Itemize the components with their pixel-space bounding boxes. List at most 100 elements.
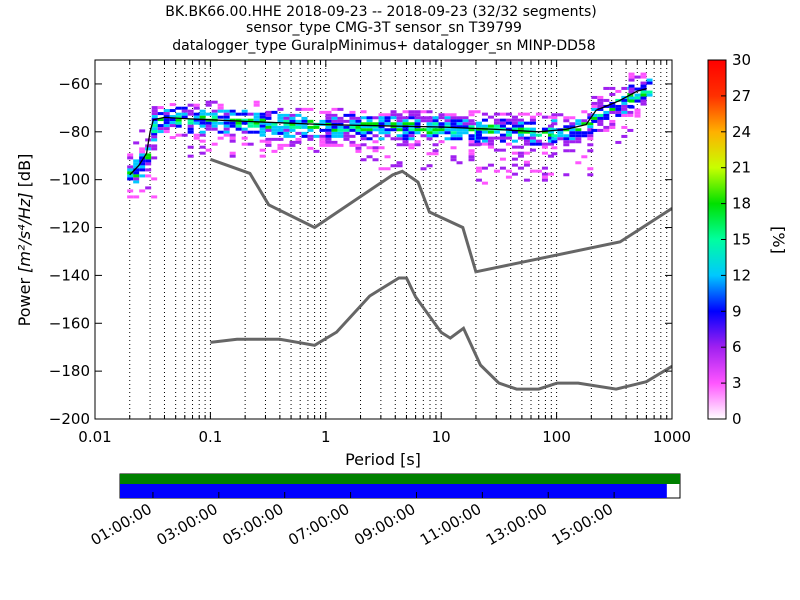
histogram-cell bbox=[295, 107, 302, 111]
histogram-cell bbox=[529, 127, 536, 131]
histogram-cell bbox=[468, 113, 475, 117]
title-line-2: sensor_type CMG-3T sensor_sn T39799 bbox=[246, 20, 522, 36]
histogram-cell bbox=[529, 121, 536, 125]
histogram-cell bbox=[139, 156, 146, 160]
histogram-cell bbox=[187, 145, 194, 149]
histogram-cell bbox=[634, 87, 641, 91]
histogram-cell bbox=[211, 112, 218, 116]
histogram-cell bbox=[343, 113, 350, 117]
histogram-cell bbox=[468, 140, 475, 144]
histogram-cell bbox=[634, 111, 641, 115]
histogram-cell bbox=[505, 136, 512, 140]
histogram-cell bbox=[591, 101, 598, 105]
histogram-cell bbox=[241, 109, 248, 113]
histogram-cell bbox=[331, 113, 338, 117]
histogram-cell bbox=[390, 116, 397, 120]
histogram-cell bbox=[615, 98, 622, 102]
histogram-cell bbox=[426, 110, 433, 114]
histogram-cell bbox=[456, 134, 463, 138]
histogram-cell bbox=[247, 142, 254, 146]
histogram-cell bbox=[253, 103, 260, 107]
histogram-cell bbox=[127, 153, 134, 157]
histogram-cell bbox=[487, 130, 494, 134]
histogram-cell bbox=[444, 116, 451, 120]
histogram-cell bbox=[337, 143, 344, 147]
timeline-tick-label: 15:00:00 bbox=[549, 500, 616, 549]
histogram-cell bbox=[547, 115, 554, 119]
histogram-cell bbox=[127, 165, 134, 169]
histogram-cell bbox=[217, 130, 224, 134]
histogram-cell bbox=[133, 174, 140, 178]
histogram-cell bbox=[541, 115, 548, 119]
histogram-cell bbox=[426, 119, 433, 123]
histogram-cell bbox=[259, 112, 266, 116]
histogram-cell bbox=[157, 118, 164, 122]
histogram-cell bbox=[432, 131, 439, 135]
histogram-cell bbox=[211, 121, 218, 125]
histogram-cell bbox=[505, 121, 512, 125]
histogram-cell bbox=[450, 113, 457, 117]
histogram-cell bbox=[307, 146, 314, 150]
histogram-cell bbox=[523, 112, 530, 116]
histogram-cell bbox=[241, 112, 248, 116]
histogram-cell bbox=[139, 174, 146, 178]
colorbar-tick-label: 0 bbox=[732, 410, 742, 428]
histogram-cell bbox=[511, 121, 518, 125]
histogram-cell bbox=[541, 142, 548, 146]
histogram-cell bbox=[438, 116, 445, 120]
histogram-cell bbox=[378, 146, 385, 150]
histogram-cell bbox=[444, 131, 451, 135]
histogram-cell bbox=[426, 164, 433, 168]
histogram-cell bbox=[325, 119, 332, 123]
histogram-cell bbox=[609, 122, 616, 126]
histogram-cell bbox=[229, 133, 236, 137]
histogram-cell bbox=[481, 118, 488, 122]
histogram-cell bbox=[355, 143, 362, 147]
histogram-cell bbox=[505, 130, 512, 134]
histogram-cell bbox=[615, 89, 622, 93]
histogram-cell bbox=[493, 124, 500, 128]
histogram-cell bbox=[547, 139, 554, 143]
histogram-cell bbox=[487, 163, 494, 167]
histogram-cell bbox=[511, 124, 518, 128]
histogram-cell bbox=[587, 122, 594, 126]
histogram-cell bbox=[151, 147, 158, 151]
histogram-cell bbox=[295, 113, 302, 117]
histogram-cell bbox=[396, 143, 403, 147]
timeline-ticks: 01:00:0003:00:0005:00:0007:00:0009:00:00… bbox=[88, 492, 616, 549]
histogram-cell bbox=[145, 186, 152, 190]
histogram-cell bbox=[372, 116, 379, 120]
histogram-cell bbox=[259, 127, 266, 131]
y-tick-label: −160 bbox=[49, 314, 90, 332]
histogram-cell bbox=[283, 125, 290, 129]
histogram-cell bbox=[372, 140, 379, 144]
histogram-cell bbox=[426, 131, 433, 135]
histogram-cell bbox=[603, 110, 610, 114]
histogram-cell bbox=[283, 128, 290, 132]
histogram-cell bbox=[615, 104, 622, 108]
colorbar-tick-label: 3 bbox=[732, 374, 742, 392]
histogram-cell bbox=[337, 131, 344, 135]
histogram-cell bbox=[575, 128, 582, 132]
histogram-cell bbox=[283, 119, 290, 123]
histogram-cell bbox=[360, 134, 367, 138]
histogram-cell bbox=[241, 142, 248, 146]
histogram-cell bbox=[277, 137, 284, 141]
histogram-cell bbox=[229, 139, 236, 143]
histogram-cell bbox=[181, 109, 188, 113]
x-tick-label: 1000 bbox=[653, 428, 691, 446]
histogram-cell bbox=[301, 107, 308, 111]
histogram-cell bbox=[325, 131, 332, 135]
timeline-tick-label: 05:00:00 bbox=[219, 500, 286, 549]
histogram-cell bbox=[587, 143, 594, 147]
histogram-cell bbox=[563, 173, 570, 177]
histogram-cell bbox=[591, 116, 598, 120]
histogram-cell bbox=[523, 139, 530, 143]
histogram-cell bbox=[295, 125, 302, 129]
histogram-cell bbox=[289, 140, 296, 144]
histogram-cell bbox=[408, 134, 415, 138]
histogram-cell bbox=[591, 128, 598, 132]
histogram-cell bbox=[175, 121, 182, 125]
timeline-tick-label: 03:00:00 bbox=[153, 500, 220, 549]
histogram-cell bbox=[438, 122, 445, 126]
